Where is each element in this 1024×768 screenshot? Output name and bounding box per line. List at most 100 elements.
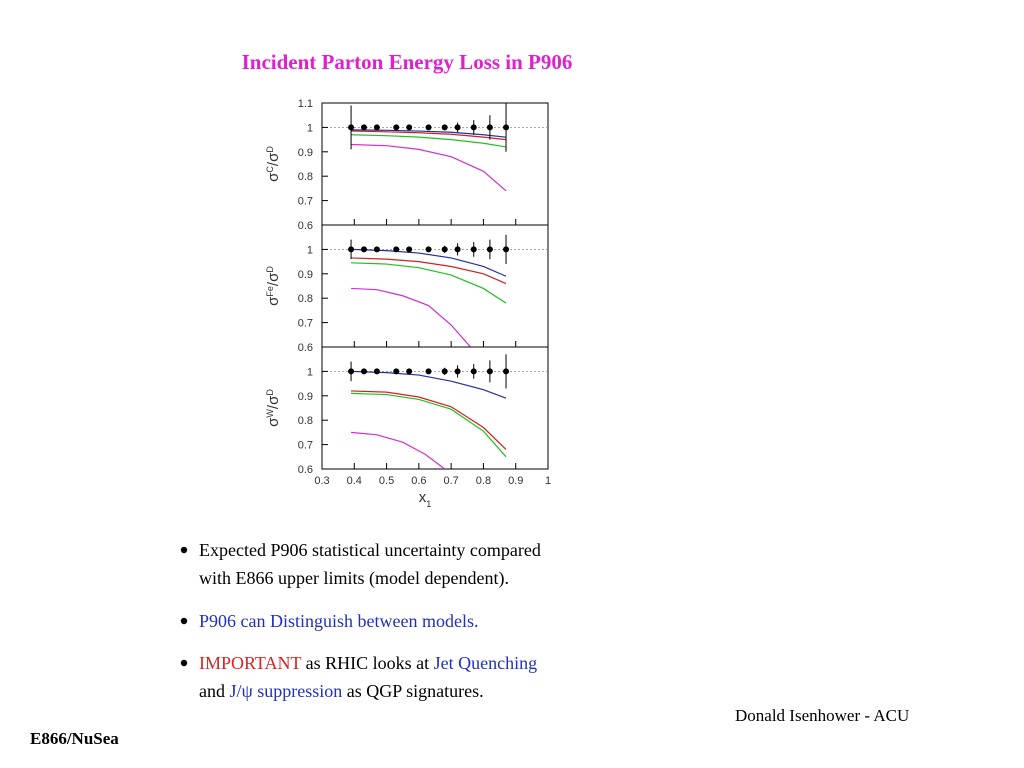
data-point <box>425 246 432 253</box>
data-point <box>470 124 477 131</box>
model-curve <box>351 130 507 141</box>
bullet-text: P906 can Distinguish between models. <box>199 611 478 631</box>
x-tick-label: 0.4 <box>347 475 362 487</box>
data-point <box>441 368 448 375</box>
data-point <box>441 124 448 131</box>
label-base: /σ <box>265 395 282 409</box>
bullet-dot <box>180 617 188 625</box>
data-point <box>454 368 461 375</box>
model-curve <box>351 390 507 450</box>
x-tick-label: 0.5 <box>379 475 394 487</box>
bullet-text: J/ψ suppression <box>230 681 343 701</box>
bullet-line: IMPORTANT as RHIC looks at Jet Quenching <box>199 653 537 673</box>
data-point <box>373 368 380 375</box>
label-script: D <box>265 389 275 396</box>
model-curve <box>351 262 507 304</box>
data-point <box>373 124 380 131</box>
model-curve <box>351 370 507 399</box>
y-tick-label: 1 <box>307 122 313 134</box>
y-axis-label: σC/σD <box>265 146 282 182</box>
data-point <box>486 246 493 253</box>
bullet-line: with E866 upper limits (model dependent)… <box>199 568 509 589</box>
x-tick-label: 0.6 <box>411 475 426 487</box>
label-script: W <box>265 409 275 418</box>
data-point <box>393 124 400 131</box>
bullet-dot <box>180 546 188 554</box>
y-tick-label: 0.9 <box>298 147 313 159</box>
label-base: /σ <box>265 152 282 166</box>
bullet-text: Expected P906 statistical uncertainty co… <box>199 540 541 560</box>
label-base: σ <box>265 172 282 182</box>
y-tick-label: 1.1 <box>298 98 313 110</box>
y-tick-label: 0.8 <box>298 293 313 305</box>
label-script: D <box>265 266 275 273</box>
label-script: 1 <box>426 499 431 509</box>
slide-title: Incident Parton Energy Loss in P906 <box>242 50 573 74</box>
data-point <box>373 246 380 253</box>
data-point <box>360 124 367 131</box>
bullet-text: with E866 upper limits (model dependent)… <box>199 568 509 589</box>
x-tick-label: 0.9 <box>508 475 523 487</box>
model-curve <box>351 248 507 277</box>
label-base: x <box>419 489 427 506</box>
y-tick-label: 0.9 <box>298 391 313 403</box>
model-curve <box>351 257 507 285</box>
model-curve <box>351 134 507 148</box>
y-tick-label: 0.8 <box>298 415 313 427</box>
y-tick-label: 0.6 <box>298 464 313 476</box>
data-point <box>348 246 355 253</box>
bullet-dot <box>180 659 188 667</box>
label-base: σ <box>265 296 282 306</box>
x-tick-label: 0.7 <box>443 475 458 487</box>
data-point <box>454 124 461 131</box>
data-point <box>470 246 477 253</box>
y-tick-label: 0.8 <box>298 171 313 183</box>
y-tick-label: 0.6 <box>298 220 313 232</box>
bullet-line: and J/ψ suppression as QGP signatures. <box>199 681 484 701</box>
model-curve <box>351 129 507 138</box>
y-axis-label: σFe/σD <box>265 266 282 306</box>
model-curve <box>351 287 471 347</box>
footer-left: E866/NuSea <box>30 729 119 748</box>
label-script: D <box>265 146 275 153</box>
data-point <box>406 368 413 375</box>
data-point <box>425 368 432 375</box>
plot-frame <box>321 346 549 470</box>
bullet-line: P906 can Distinguish between models. <box>199 611 478 631</box>
data-point <box>348 368 355 375</box>
bullet-text: as RHIC looks at <box>301 653 434 673</box>
label-base: σ <box>265 417 282 427</box>
y-tick-label: 0.9 <box>298 269 313 281</box>
x-tick-label: 0.3 <box>314 475 329 487</box>
model-curve <box>351 392 507 458</box>
x-axis-label: x1 <box>419 489 432 509</box>
y-tick-label: 0.7 <box>298 318 313 330</box>
data-point <box>393 246 400 253</box>
data-point <box>348 124 355 131</box>
label-base: /σ <box>265 272 282 286</box>
y-tick-label: 1 <box>307 366 313 378</box>
label-script: Fe <box>265 286 275 297</box>
bullet-text: Jet Quenching <box>434 653 537 673</box>
data-point <box>360 246 367 253</box>
data-point <box>360 368 367 375</box>
bullet-text: IMPORTANT <box>199 653 301 673</box>
plot-frame <box>321 224 549 348</box>
y-tick-label: 0.7 <box>298 440 313 452</box>
data-point <box>406 124 413 131</box>
y-tick-label: 0.6 <box>298 342 313 354</box>
label-script: C <box>265 166 275 173</box>
data-point <box>486 368 493 375</box>
data-point <box>470 368 477 375</box>
x-tick-label: 0.8 <box>476 475 491 487</box>
footer-right: Donald Isenhower - ACU <box>735 706 909 725</box>
data-point <box>503 124 510 131</box>
y-axis-label: σW/σD <box>265 389 282 427</box>
y-tick-label: 0.7 <box>298 196 313 208</box>
bullet-line: Expected P906 statistical uncertainty co… <box>199 540 541 560</box>
data-point <box>406 246 413 253</box>
data-point <box>503 368 510 375</box>
y-tick-label: 1 <box>307 244 313 256</box>
